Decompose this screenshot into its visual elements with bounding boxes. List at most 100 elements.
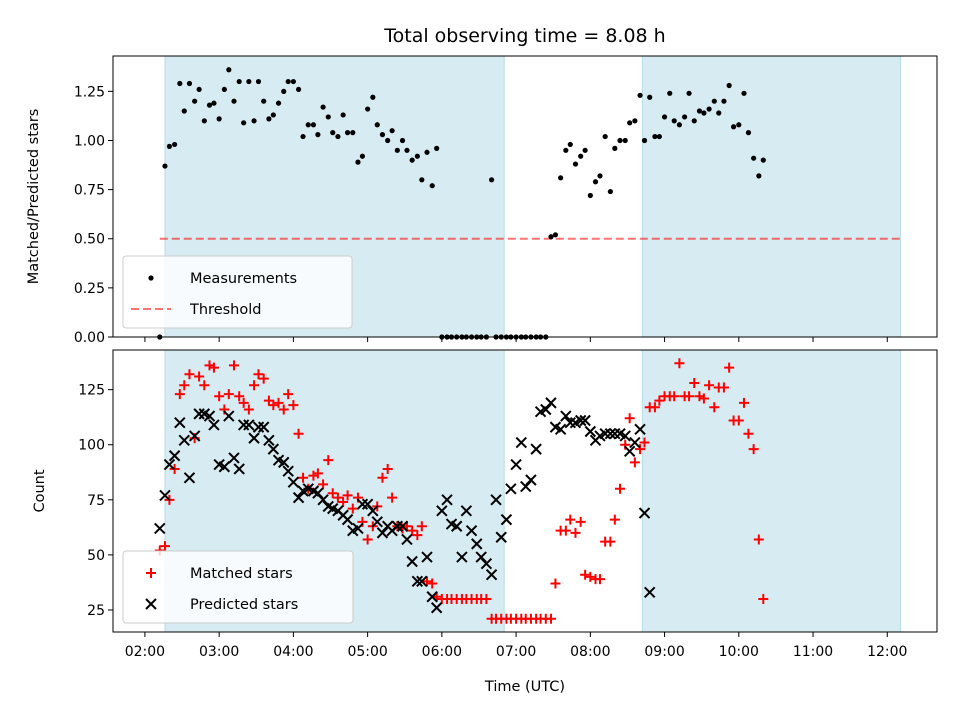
top-panel-ratio: 0.00 0.25 0.50 0.75 1.00 1.25 Matched/Predicte…	[26, 55, 938, 346]
data-point	[278, 404, 289, 415]
data-point	[411, 575, 424, 588]
data-point	[578, 153, 584, 159]
data-point	[214, 391, 225, 402]
data-point	[718, 382, 729, 393]
x-tick-label: 02:00	[125, 644, 165, 660]
data-point	[325, 114, 331, 120]
data-point	[649, 402, 660, 413]
data-point	[711, 98, 717, 104]
data-point	[183, 472, 196, 484]
data-point	[174, 389, 185, 400]
data-point	[206, 102, 213, 108]
data-point	[263, 434, 275, 447]
data-point	[399, 137, 406, 144]
x-tick-label: 04:00	[273, 644, 313, 660]
legend-label: Matched stars	[190, 566, 293, 582]
data-point	[647, 94, 653, 100]
data-point	[696, 108, 703, 114]
data-point	[480, 557, 493, 570]
x-tick-label: 07:00	[496, 644, 536, 660]
data-point	[162, 163, 168, 169]
data-point	[223, 389, 234, 400]
data-point	[312, 468, 323, 479]
legend-box	[122, 550, 354, 624]
data-point	[743, 428, 754, 439]
observing-interval-2	[641, 55, 902, 338]
data-point	[172, 141, 178, 148]
data-point	[585, 571, 596, 582]
data-point	[248, 432, 260, 444]
data-point	[450, 520, 463, 532]
data-point	[698, 393, 709, 404]
data-point	[436, 505, 448, 517]
data-point	[441, 494, 453, 506]
series-matched-stars	[154, 358, 769, 624]
data-point	[352, 522, 364, 535]
data-point	[604, 428, 617, 440]
data-point	[619, 430, 631, 442]
data-point	[387, 492, 398, 503]
data-point	[758, 593, 769, 604]
data-point	[564, 416, 576, 429]
data-point	[654, 395, 665, 406]
data-point	[407, 525, 418, 536]
data-point	[632, 118, 638, 124]
data-point	[159, 541, 170, 552]
data-point	[709, 402, 720, 413]
data-point	[515, 436, 527, 449]
data-point	[385, 137, 391, 144]
data-point	[282, 465, 294, 477]
data-point	[661, 114, 668, 120]
data-point	[179, 380, 190, 391]
data-point	[201, 118, 207, 124]
data-point	[623, 445, 636, 458]
y-tick-label: 75	[87, 493, 105, 509]
data-point	[287, 476, 300, 488]
data-point	[641, 137, 648, 144]
data-point	[323, 455, 334, 466]
data-point	[629, 457, 640, 468]
data-point	[548, 234, 554, 240]
data-point	[565, 514, 576, 525]
data-point	[406, 555, 418, 568]
data-point	[615, 483, 626, 494]
data-point	[605, 536, 616, 547]
data-point	[285, 78, 291, 85]
data-point	[617, 137, 623, 144]
data-point	[365, 106, 371, 112]
data-point	[300, 133, 306, 140]
data-point	[421, 551, 433, 563]
data-point	[471, 538, 483, 550]
data-point	[186, 80, 193, 87]
data-point	[241, 120, 247, 126]
data-point	[196, 86, 202, 93]
x-tick-label: 12:00	[867, 644, 907, 660]
data-point	[416, 521, 427, 532]
data-point	[550, 578, 561, 589]
data-point	[177, 80, 183, 87]
data-point	[701, 110, 707, 116]
data-point	[174, 416, 186, 429]
x-tick-label: 10:00	[719, 644, 759, 660]
data-point	[371, 516, 383, 528]
data-point	[748, 444, 759, 455]
data-point	[638, 507, 651, 519]
data-point	[379, 132, 386, 138]
data-point	[221, 86, 227, 93]
data-point	[281, 88, 287, 94]
data-point	[370, 94, 376, 100]
legend-marker-matched	[146, 568, 156, 578]
data-point	[669, 391, 680, 402]
data-point	[249, 380, 260, 391]
y-tick-label: 100	[78, 438, 105, 454]
data-point	[218, 461, 231, 473]
bottom-panel-counts: 25 50 75 100 125 02:00 03:00 04:00 05:00 06:00 07:…	[32, 349, 938, 660]
data-point	[238, 397, 249, 408]
y-tick-label: 50	[87, 548, 105, 564]
data-point	[263, 395, 274, 406]
data-point	[592, 179, 599, 185]
data-point	[667, 90, 673, 96]
data-point	[736, 122, 742, 128]
data-point	[644, 586, 656, 599]
data-point	[741, 90, 747, 96]
